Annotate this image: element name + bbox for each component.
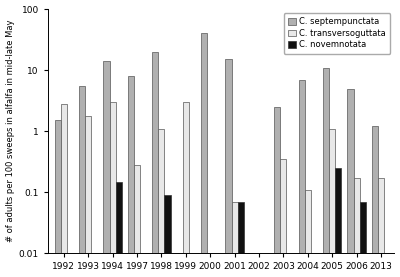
Bar (299, 79, 305, 277)
Bar (183, 102, 189, 277)
Bar (360, 202, 366, 277)
Bar (238, 202, 244, 277)
Bar (61, 104, 67, 277)
Bar (372, 126, 378, 277)
Bar (378, 178, 384, 277)
Bar (128, 76, 134, 277)
Bar (103, 61, 110, 277)
Bar (116, 181, 122, 277)
Bar (280, 159, 286, 277)
Legend: C. septempunctata, C. transversoguttata, C. novemnotata: C. septempunctata, C. transversoguttata,… (284, 13, 390, 53)
Bar (158, 129, 164, 277)
Bar (54, 120, 61, 277)
Bar (134, 165, 140, 277)
Bar (335, 168, 341, 277)
Bar (85, 116, 91, 277)
Bar (354, 178, 360, 277)
Bar (201, 33, 207, 277)
Bar (329, 129, 335, 277)
Bar (348, 89, 354, 277)
Bar (226, 59, 232, 277)
Bar (152, 52, 158, 277)
Bar (305, 190, 311, 277)
Bar (232, 202, 238, 277)
Bar (164, 195, 170, 277)
Bar (79, 86, 85, 277)
Bar (274, 107, 280, 277)
Bar (110, 102, 116, 277)
Y-axis label: # of adults per 100 sweeps in alfalfa in mid-late May: # of adults per 100 sweeps in alfalfa in… (6, 20, 14, 242)
Bar (323, 68, 329, 277)
